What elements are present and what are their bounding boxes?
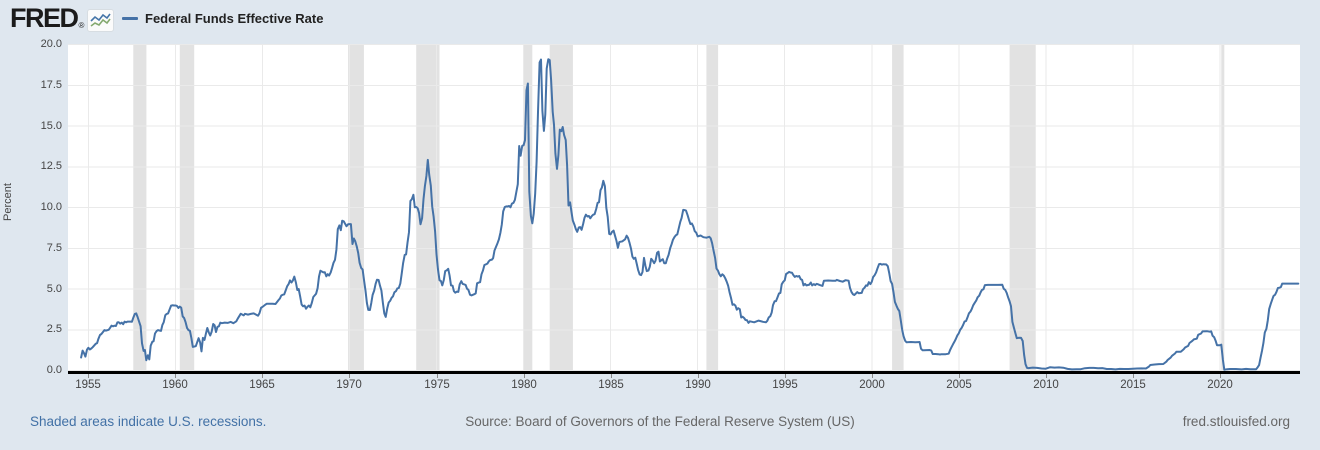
plot-area[interactable] <box>68 44 1300 371</box>
y-tick-label: 0.0 <box>46 364 62 376</box>
registered-mark: ® <box>78 21 85 30</box>
recessions-note-link[interactable]: Shaded areas indicate U.S. recessions. <box>30 414 267 429</box>
series-line-swatch-icon <box>122 17 138 20</box>
x-tick-mark <box>437 374 438 378</box>
x-tick-label: 1965 <box>249 379 275 391</box>
x-tick-mark <box>785 374 786 378</box>
x-tick-mark <box>611 374 612 378</box>
x-axis-line <box>68 371 1300 374</box>
x-tick-label: 1990 <box>685 379 711 391</box>
x-tick-label: 1975 <box>424 379 450 391</box>
y-tick-label: 7.5 <box>46 241 62 254</box>
fred-logo-text: FRED <box>10 3 79 33</box>
x-tick-label: 2020 <box>1207 379 1233 391</box>
x-tick-label: 2010 <box>1033 379 1059 391</box>
x-tick-mark <box>698 374 699 378</box>
x-tick-mark <box>959 374 960 378</box>
x-tick-label: 2005 <box>946 379 972 391</box>
y-tick-label: 20.0 <box>40 38 62 50</box>
y-tick-label: 15.0 <box>40 119 62 132</box>
x-tick-mark <box>175 374 176 378</box>
y-axis-title: Percent <box>2 183 14 221</box>
x-tick-mark <box>524 374 525 378</box>
series-legend-label: Federal Funds Effective Rate <box>145 11 324 26</box>
fred-logo[interactable]: FRED ® <box>10 3 115 33</box>
data-series-line[interactable] <box>80 58 1300 371</box>
x-tick-label: 1995 <box>772 379 798 391</box>
x-tick-mark <box>1133 374 1134 378</box>
y-tick-label: 17.5 <box>40 78 62 91</box>
x-tick-label: 1985 <box>598 379 624 391</box>
y-tick-label: 10.0 <box>40 201 62 213</box>
x-tick-label: 1970 <box>336 379 362 391</box>
x-tick-mark <box>872 374 873 378</box>
x-tick-mark <box>88 374 89 378</box>
x-tick-mark <box>1046 374 1047 378</box>
x-tick-label: 2015 <box>1120 379 1146 391</box>
x-tick-label: 1955 <box>75 379 101 391</box>
x-tick-mark <box>349 374 350 378</box>
x-tick-label: 2000 <box>859 379 885 391</box>
fred-site-link[interactable]: fred.stlouisfed.org <box>1182 414 1290 429</box>
x-tick-label: 1980 <box>511 379 537 391</box>
x-tick-mark <box>1220 374 1221 378</box>
x-tick-label: 1960 <box>162 379 188 391</box>
y-tick-label: 5.0 <box>46 282 62 295</box>
series-legend: Federal Funds Effective Rate <box>122 11 323 26</box>
x-tick-mark <box>262 374 263 378</box>
sparkline-icon <box>87 9 115 32</box>
y-tick-label: 2.5 <box>46 323 62 336</box>
source-text: Source: Board of Governors of the Federa… <box>465 414 855 429</box>
y-tick-label: 12.5 <box>40 160 62 173</box>
